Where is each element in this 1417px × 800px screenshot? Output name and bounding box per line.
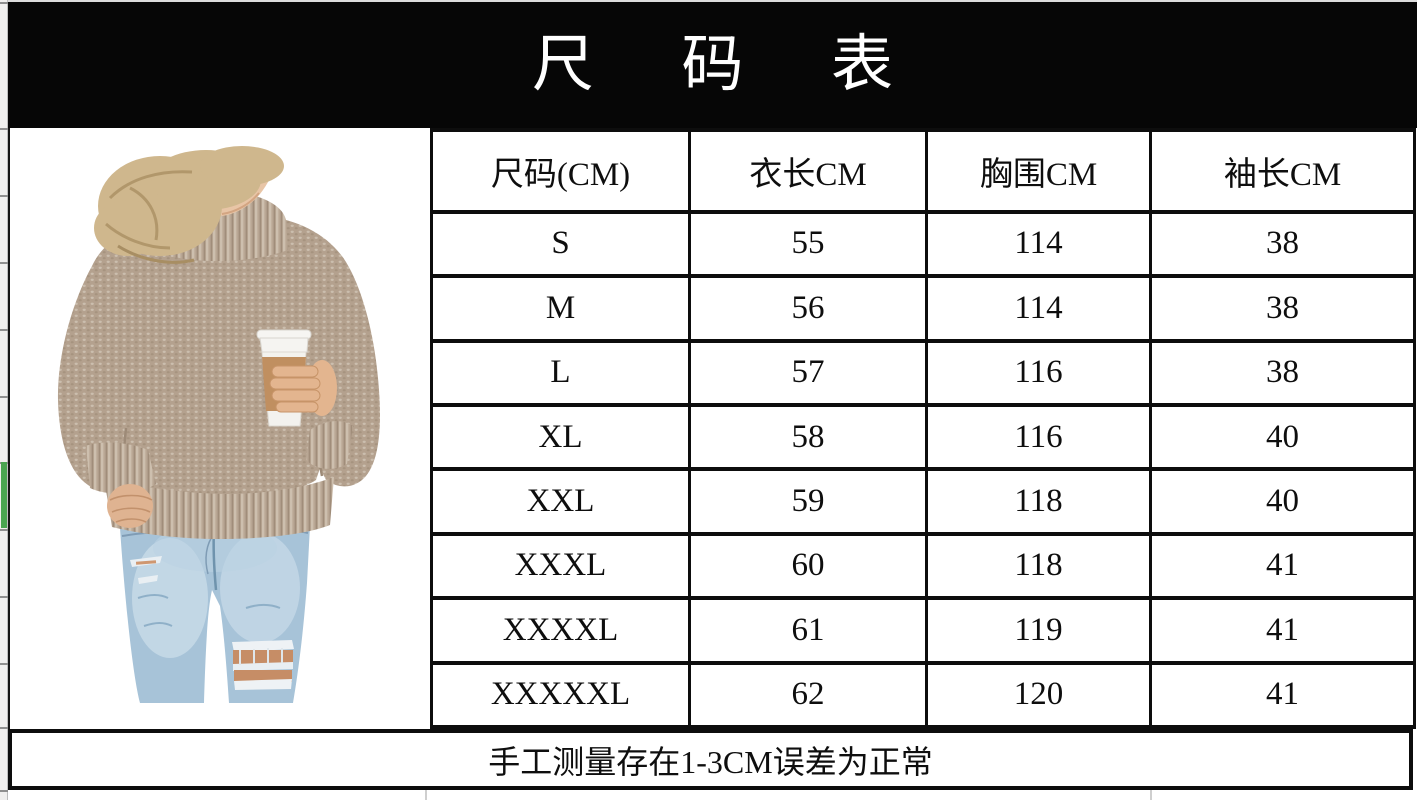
size-cell: XXXXXL bbox=[430, 660, 691, 730]
row-grid-line bbox=[0, 727, 8, 729]
column-grid-line bbox=[425, 790, 427, 800]
row-grid-line bbox=[0, 195, 8, 197]
bust-cell: 118 bbox=[925, 531, 1152, 601]
photo-crop-edge bbox=[10, 128, 430, 172]
row-grid-line bbox=[0, 663, 8, 665]
measurement-note-row: 手工测量存在1-3CM误差为正常 bbox=[8, 729, 1413, 790]
ripped-hole bbox=[232, 640, 294, 690]
size-cell: S bbox=[430, 209, 691, 279]
table-row: S 55 114 38 bbox=[430, 209, 1416, 279]
sleeve-cell: 40 bbox=[1149, 402, 1416, 472]
bust-cell: 120 bbox=[925, 660, 1152, 730]
row-grid-line bbox=[0, 396, 8, 398]
column-header-sleeve: 袖长CM bbox=[1149, 128, 1416, 214]
table-row: XXXXL 61 119 41 bbox=[430, 596, 1416, 665]
length-cell: 62 bbox=[688, 660, 928, 730]
row-grid-line bbox=[0, 2, 8, 4]
size-cell: XXXL bbox=[430, 531, 691, 601]
size-table: 尺码(CM) 衣长CM 胸围CM 袖长CM S 55 114 38 M 56 1… bbox=[430, 128, 1416, 730]
sleeve-cell: 41 bbox=[1149, 596, 1416, 665]
row-grid-line bbox=[0, 329, 8, 331]
column-grid-line bbox=[1150, 790, 1152, 800]
row-grid-line bbox=[0, 790, 8, 792]
bust-cell: 116 bbox=[925, 402, 1152, 472]
column-header-size: 尺码(CM) bbox=[430, 128, 691, 214]
product-photo bbox=[10, 128, 430, 727]
sleeve-cell: 41 bbox=[1149, 531, 1416, 601]
length-cell: 57 bbox=[688, 338, 928, 407]
hand-holding-cup bbox=[269, 360, 337, 416]
row-grid-line bbox=[0, 262, 8, 264]
sleeve-cell: 38 bbox=[1149, 338, 1416, 407]
bust-cell: 114 bbox=[925, 274, 1152, 343]
bust-cell: 118 bbox=[925, 467, 1152, 536]
jeans bbox=[120, 520, 310, 703]
top-edge-line bbox=[8, 0, 1417, 2]
spreadsheet-edge-strip bbox=[0, 0, 8, 800]
table-row: XXL 59 118 40 bbox=[430, 467, 1416, 536]
sleeve-cell: 41 bbox=[1149, 660, 1416, 730]
table-row: XXXXXL 62 120 41 bbox=[430, 660, 1416, 730]
sleeve-cell: 40 bbox=[1149, 467, 1416, 536]
row-grid-line bbox=[0, 128, 8, 130]
row-grid-line bbox=[0, 529, 8, 531]
size-cell: XXL bbox=[430, 467, 691, 536]
model-hair bbox=[94, 146, 284, 264]
column-header-length: 衣长CM bbox=[688, 128, 928, 214]
product-photo-cell bbox=[8, 128, 430, 729]
bust-cell: 114 bbox=[925, 209, 1152, 279]
table-row: XXXL 60 118 41 bbox=[430, 531, 1416, 601]
length-cell: 58 bbox=[688, 402, 928, 472]
table-row: M 56 114 38 bbox=[430, 274, 1416, 343]
length-cell: 59 bbox=[688, 467, 928, 536]
size-cell: M bbox=[430, 274, 691, 343]
size-cell: XXXXL bbox=[430, 596, 691, 665]
length-cell: 61 bbox=[688, 596, 928, 665]
hand-at-hem bbox=[107, 484, 153, 528]
sleeve-cell: 38 bbox=[1149, 209, 1416, 279]
measurement-note: 手工测量存在1-3CM误差为正常 bbox=[488, 743, 933, 780]
sleeve-cell: 38 bbox=[1149, 274, 1416, 343]
bust-cell: 116 bbox=[925, 338, 1152, 407]
page-title: 尺 码 表 bbox=[531, 31, 929, 99]
length-cell: 60 bbox=[688, 531, 928, 601]
row-grid-line bbox=[0, 596, 8, 598]
title-banner: 尺 码 表 bbox=[8, 2, 1417, 128]
size-cell: XL bbox=[430, 402, 691, 472]
green-row-marker bbox=[1, 462, 7, 528]
size-cell: L bbox=[430, 338, 691, 407]
bust-cell: 119 bbox=[925, 596, 1152, 665]
table-header-row: 尺码(CM) 衣长CM 胸围CM 袖长CM bbox=[430, 128, 1416, 214]
table-row: L 57 116 38 bbox=[430, 338, 1416, 407]
table-row: XL 58 116 40 bbox=[430, 402, 1416, 472]
column-header-bust: 胸围CM bbox=[925, 128, 1152, 214]
length-cell: 55 bbox=[688, 209, 928, 279]
length-cell: 56 bbox=[688, 274, 928, 343]
